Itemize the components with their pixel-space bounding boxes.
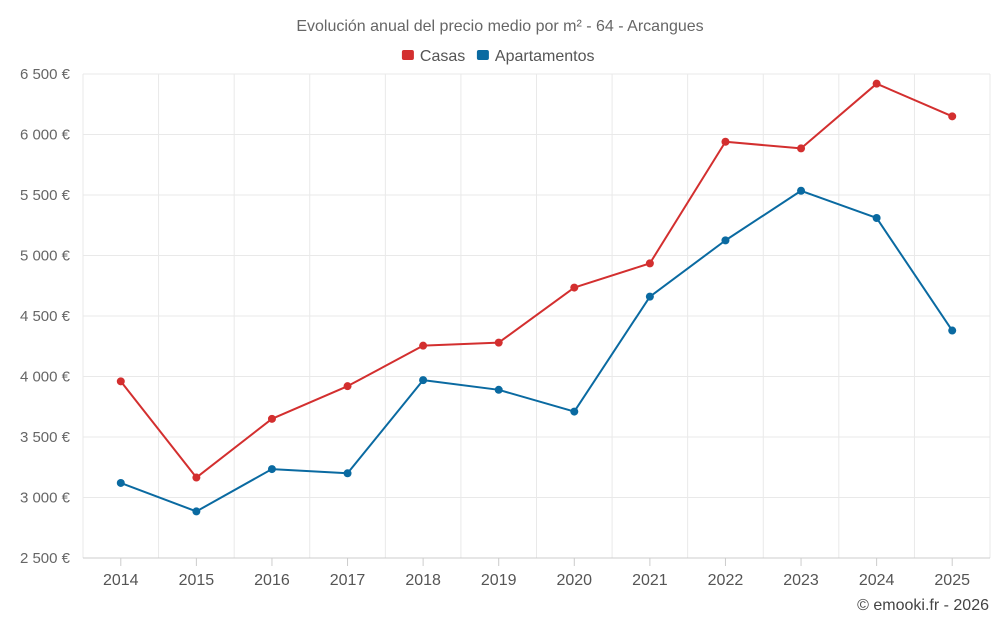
x-tick-label: 2022 (708, 572, 744, 589)
legend-label: Apartamentos (495, 48, 595, 65)
x-tick-label: 2018 (405, 572, 441, 589)
data-point[interactable] (797, 144, 806, 153)
y-tick-label: 6 500 € (20, 66, 71, 83)
x-tick-label: 2020 (556, 572, 592, 589)
x-tick-label: 2025 (934, 572, 970, 589)
series-line[interactable] (119, 189, 954, 513)
legend[interactable]: Casas Apartamentos (401, 48, 595, 65)
y-tick-label: 5 500 € (20, 187, 71, 204)
x-tick-label: 2016 (254, 572, 290, 589)
y-tick-label: 4 000 € (20, 369, 71, 386)
data-point[interactable] (419, 376, 428, 385)
x-tick-label: 2019 (481, 572, 517, 589)
data-point[interactable] (192, 507, 201, 516)
x-tick-label: 2021 (632, 572, 668, 589)
series-layer (116, 79, 957, 516)
data-point[interactable] (494, 385, 503, 394)
x-tick-label: 2017 (330, 572, 366, 589)
legend-item-apartamentos[interactable]: Apartamentos (476, 48, 595, 65)
data-point[interactable] (645, 259, 654, 268)
data-point[interactable] (267, 465, 276, 474)
grid-lines (82, 73, 991, 558)
y-tick-label: 3 500 € (20, 429, 71, 446)
y-tick-label: 5 000 € (20, 248, 71, 265)
x-tick-label: 2023 (783, 572, 819, 589)
x-tick-label: 2014 (103, 572, 139, 589)
data-point[interactable] (343, 382, 352, 391)
data-point[interactable] (570, 283, 579, 292)
x-tick-label: 2024 (859, 572, 895, 589)
data-point[interactable] (116, 377, 125, 386)
legend-item-casas[interactable]: Casas (401, 48, 465, 65)
y-tick-label: 4 500 € (20, 308, 71, 325)
data-point[interactable] (570, 407, 579, 416)
data-point[interactable] (872, 79, 881, 88)
data-point[interactable] (872, 213, 881, 222)
legend-swatch (476, 50, 489, 60)
data-point[interactable] (192, 473, 201, 482)
data-point[interactable] (948, 112, 957, 121)
data-point[interactable] (267, 414, 276, 423)
credit-text: © emooki.fr - 2026 (857, 597, 989, 614)
data-point[interactable] (419, 341, 428, 350)
data-point[interactable] (721, 137, 730, 146)
legend-swatch (401, 50, 414, 60)
axes: 2 500 € 3 000 € 3 500 € 4 000 € 4 500 € 5 000… (20, 66, 990, 589)
series-apartamentos[interactable] (116, 186, 957, 516)
data-point[interactable] (116, 478, 125, 487)
data-point[interactable] (645, 292, 654, 301)
series-casas[interactable] (116, 79, 957, 482)
data-point[interactable] (494, 338, 503, 347)
y-tick-label: 6 000 € (20, 127, 71, 144)
data-point[interactable] (797, 186, 806, 195)
legend-label: Casas (420, 48, 465, 65)
data-point[interactable] (721, 236, 730, 245)
series-line[interactable] (119, 82, 954, 479)
chart-title: Evolución anual del precio medio por m² … (296, 18, 703, 35)
y-tick-label: 3 000 € (20, 490, 71, 507)
data-point[interactable] (948, 326, 957, 335)
x-tick-label: 2015 (179, 572, 215, 589)
data-point[interactable] (343, 469, 352, 478)
y-tick-label: 2 500 € (20, 550, 71, 567)
